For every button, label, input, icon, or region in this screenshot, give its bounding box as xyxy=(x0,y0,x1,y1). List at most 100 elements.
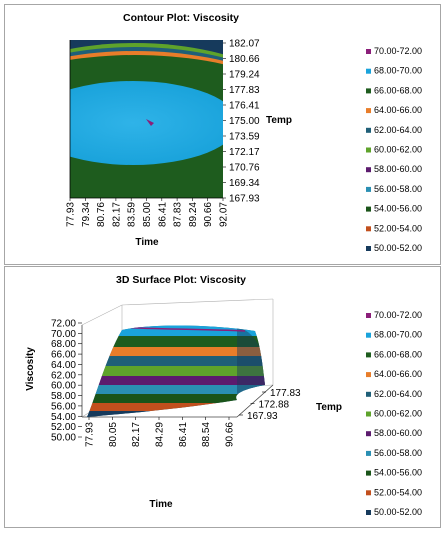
contour-y-tick-label: 182.07 xyxy=(229,39,260,50)
contour-x-tick-label: 92.07 xyxy=(219,202,230,227)
contour-y-tick-label: 177.83 xyxy=(229,85,260,96)
surface-y-tick-label: 167.93 xyxy=(247,411,278,422)
legend-swatch xyxy=(366,470,371,476)
legend-entry: 50.00-52.00 xyxy=(374,243,422,253)
legend-swatch xyxy=(366,431,371,437)
legend-entry: 56.00-58.00 xyxy=(374,448,422,458)
surface-y-axis-line xyxy=(236,384,274,418)
surface-z-tick-label: 60.00 xyxy=(51,381,76,392)
legend-swatch xyxy=(366,352,371,358)
legend-swatch xyxy=(366,246,371,251)
contour-y-tick-label: 176.41 xyxy=(229,101,260,112)
surface-band xyxy=(87,336,265,347)
contour-y-axis-title: Temp xyxy=(266,115,292,126)
contour-y-tick-label: 180.66 xyxy=(229,54,260,65)
legend-entry: 66.00-68.00 xyxy=(374,349,422,359)
surface-legend: 70.00-72.00 68.00-70.00 66.00-68.00 64.00-6… xyxy=(366,310,422,517)
surface-z-tick-label: 54.00 xyxy=(51,412,76,423)
contour-y-tick-label: 175.00 xyxy=(229,116,260,127)
legend-swatch xyxy=(366,332,371,338)
surface-chart: 3D Surface Plot: Viscosity 7 xyxy=(25,274,422,517)
contour-y-tick-label: 167.93 xyxy=(229,194,260,205)
surface-x-tick-label: 90.66 xyxy=(225,422,236,447)
contour-y-tick-label: 172.17 xyxy=(229,147,260,158)
legend-swatch xyxy=(366,450,371,456)
contour-chart-panel: Contour Plot: Viscosity 77.93 79.34 80.76 8… xyxy=(4,4,441,265)
legend-entry: 52.00-54.00 xyxy=(374,487,422,497)
legend-swatch xyxy=(366,127,371,133)
contour-legend: 70.00-72.00 68.00-70.00 66.00-68.00 64.00-6… xyxy=(366,46,422,253)
legend-entry: 54.00-56.00 xyxy=(374,468,422,478)
legend-entry: 70.00-72.00 xyxy=(374,46,422,56)
contour-chart-title: Contour Plot: Viscosity xyxy=(123,12,239,24)
contour-plot-area xyxy=(70,40,223,198)
legend-swatch xyxy=(366,391,371,397)
contour-x-tick-label: 86.41 xyxy=(157,202,168,227)
legend-swatch xyxy=(366,147,371,153)
contour-band xyxy=(70,81,223,165)
legend-swatch xyxy=(366,68,371,74)
legend-entry: 60.00-62.00 xyxy=(374,409,422,419)
surface-y-tick-label: 177.83 xyxy=(270,388,301,399)
surface-band xyxy=(87,394,265,403)
contour-x-tick-label: 83.59 xyxy=(127,202,138,227)
surface-band xyxy=(87,385,265,394)
legend-swatch xyxy=(366,206,371,212)
surface-z-tick-label: 72.00 xyxy=(51,319,76,330)
contour-peak xyxy=(146,119,154,126)
surface-chart-panel: 3D Surface Plot: Viscosity 7 xyxy=(4,266,441,528)
surface-band xyxy=(87,356,265,366)
surface-y-axis-title: Temp xyxy=(316,402,342,413)
legend-entry: 52.00-54.00 xyxy=(374,223,422,233)
surface-y-tick-label: 172.88 xyxy=(259,400,290,411)
surface-x-tick-label: 88.54 xyxy=(201,422,212,447)
legend-entry: 50.00-52.00 xyxy=(374,507,422,517)
contour-chart: Contour Plot: Viscosity 77.93 79.34 80.76 8… xyxy=(66,12,423,253)
legend-entry: 64.00-66.00 xyxy=(374,369,422,379)
legend-swatch xyxy=(366,490,371,496)
contour-x-tick-label: 90.66 xyxy=(203,202,214,227)
surface-band xyxy=(87,347,265,356)
contour-y-tick-label: 173.59 xyxy=(229,132,260,143)
surface-x-tick-label: 84.29 xyxy=(155,422,166,447)
legend-entry: 66.00-68.00 xyxy=(374,85,422,95)
surface-band xyxy=(87,325,265,336)
legend-entry: 54.00-56.00 xyxy=(374,204,422,214)
surface-x-tick-label: 86.41 xyxy=(178,422,189,447)
contour-x-tick-label: 79.34 xyxy=(81,202,92,227)
surface-band xyxy=(87,376,265,385)
legend-entry: 58.00-60.00 xyxy=(374,164,422,174)
contour-y-tick-label: 170.76 xyxy=(229,163,260,174)
surface-x-axis-title: Time xyxy=(149,499,173,510)
contour-x-tick-label: 82.17 xyxy=(111,202,122,227)
surface-band xyxy=(87,366,265,376)
contour-x-axis-title: Time xyxy=(135,237,159,248)
surface-x-tick-label: 80.05 xyxy=(108,422,119,447)
surface-x-tick-label: 77.93 xyxy=(85,422,96,447)
legend-entry: 62.00-64.00 xyxy=(374,389,422,399)
contour-y-tick-label: 179.24 xyxy=(229,70,260,81)
surface-z-tick-label: 64.00 xyxy=(51,360,76,371)
surface-z-tick-label: 52.00 xyxy=(51,422,76,433)
surface-chart-title: 3D Surface Plot: Viscosity xyxy=(116,274,246,286)
surface-z-tick-label: 68.00 xyxy=(51,339,76,350)
legend-swatch xyxy=(366,226,371,232)
legend-entry: 68.00-70.00 xyxy=(374,330,422,340)
contour-y-tick-label: 169.34 xyxy=(229,178,260,189)
legend-entry: 60.00-62.00 xyxy=(374,145,422,155)
surface-z-tick-label: 58.00 xyxy=(51,391,76,402)
legend-swatch xyxy=(366,313,371,318)
surface-x-tick-label: 82.17 xyxy=(131,422,142,447)
legend-swatch xyxy=(366,49,371,54)
contour-x-tick-label: 89.24 xyxy=(188,202,199,227)
legend-swatch xyxy=(366,372,371,378)
legend-swatch xyxy=(366,88,371,94)
contour-x-tick-label: 85.00 xyxy=(142,202,153,227)
surface-z-tick-label: 50.00 xyxy=(51,433,76,444)
surface-band xyxy=(87,403,265,411)
legend-entry: 56.00-58.00 xyxy=(374,184,422,194)
contour-x-tick-label: 77.93 xyxy=(66,202,77,227)
legend-entry: 64.00-66.00 xyxy=(374,105,422,115)
contour-x-tick-label: 80.76 xyxy=(96,202,107,227)
surface-z-axis-title: Viscosity xyxy=(25,347,36,391)
